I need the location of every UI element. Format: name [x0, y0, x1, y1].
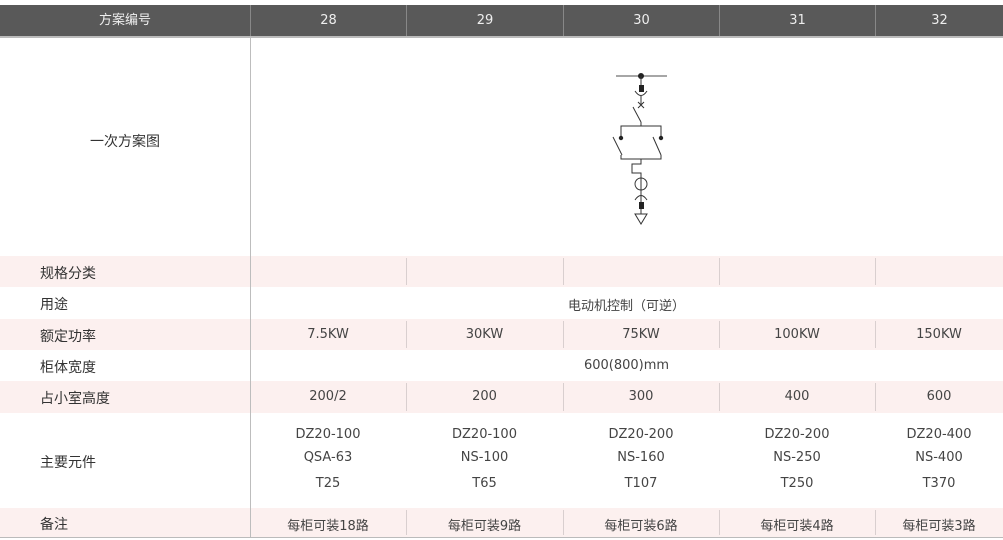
cell-divider: [563, 383, 564, 411]
spanning-cell: 电动机控制（可逆）: [567, 299, 685, 314]
header-col: 31: [719, 5, 875, 36]
cell-divider: [875, 510, 876, 535]
row-label: 用途: [40, 297, 68, 313]
table-cell: 每柜可装4路: [760, 518, 834, 534]
table-row: 额定功率 7.5KW 30KW 75KW 100KW 150KW: [0, 319, 1003, 350]
cell-divider: [406, 258, 407, 285]
component-item: NS-100: [460, 450, 509, 465]
disconnect-switch: [632, 106, 642, 123]
table-row: 备注 每柜可装18路 每柜可装9路 每柜可装6路 每柜可装4路 每柜可装3路: [0, 508, 1003, 537]
cell-divider: [406, 321, 407, 348]
component-item: NS-250: [773, 450, 821, 465]
cell-divider: [875, 383, 876, 411]
row-label: 占小室高度: [40, 391, 110, 407]
row-label: 规格分类: [40, 265, 96, 282]
contactor-right: [652, 136, 662, 156]
single-line-diagram: [612, 73, 667, 225]
row-label: 柜体宽度: [40, 359, 96, 376]
table-cell: 7.5KW: [307, 326, 349, 342]
header-col: 30: [563, 5, 719, 36]
table-cell: 600: [926, 389, 952, 404]
cell-divider: [719, 258, 720, 285]
breaker-x-icon: [637, 101, 645, 109]
table-row: 占小室高度 200/2 200 300 400 600: [0, 381, 1003, 413]
table-cell: 每柜可装6路: [604, 518, 678, 534]
cell-divider: [406, 510, 407, 535]
cell-divider: [719, 510, 720, 535]
header-col: 29: [406, 5, 563, 36]
cell-divider: [406, 383, 407, 411]
cell-divider: [563, 321, 564, 348]
table-row: 柜体宽度 600(800)mm: [0, 350, 1003, 381]
spanning-cell: 600(800)mm: [583, 357, 670, 373]
row-label: 额定功率: [40, 328, 96, 345]
component-item: QSA-63: [303, 450, 353, 465]
table-cell: 75KW: [622, 326, 660, 342]
table-row: 主要元件 DZ20-100 QSA-63 T25 DZ20-100 NS-100 T65 DZ…: [0, 413, 1003, 508]
table-cell: 200/2: [309, 389, 347, 404]
cell-divider: [875, 258, 876, 285]
header-col: 32: [875, 5, 1003, 36]
table-cell: 每柜可装9路: [447, 518, 522, 534]
cell-divider: [719, 321, 720, 348]
component-item: DZ20-100: [452, 427, 517, 442]
table-cell: 300: [628, 389, 654, 404]
cell-divider: [563, 258, 564, 285]
table-bottom-border: [0, 537, 1003, 538]
table-cell: 每柜可装18路: [287, 518, 369, 534]
table-cell: 100KW: [774, 326, 820, 342]
table-header: 方案编号 28 29 30 31 32: [0, 5, 1003, 38]
table-row: 规格分类: [0, 256, 1003, 287]
component-item: NS-400: [915, 450, 963, 465]
component-item: T65: [472, 476, 497, 491]
table-cell: 每柜可装3路: [902, 518, 976, 534]
cell-divider: [563, 510, 564, 535]
header-scheme-number: 方案编号: [98, 13, 151, 28]
cell-divider: [719, 383, 720, 411]
component-item: DZ20-100: [295, 427, 361, 442]
table-cell: 150KW: [916, 326, 962, 342]
row-label: 备注: [40, 516, 68, 533]
component-item: DZ20-200: [608, 427, 674, 442]
table-cell: 400: [784, 389, 810, 404]
cable-outlet-icon: [634, 213, 648, 225]
header-col: 28: [250, 5, 406, 36]
thermal-relay-icon: [631, 159, 642, 178]
table-cell: 200: [472, 389, 497, 404]
column-divider: [250, 36, 251, 538]
fuse-icon: [639, 85, 644, 92]
component-item: T370: [922, 476, 956, 491]
component-item: DZ20-200: [764, 427, 830, 442]
table-row: 用途 电动机控制（可逆）: [0, 287, 1003, 319]
row-label: 一次方案图: [90, 134, 160, 150]
component-item: T25: [315, 476, 341, 491]
component-item: NS-160: [617, 450, 665, 465]
component-item: DZ20-400: [906, 427, 972, 442]
diagram-row: 一次方案图: [0, 38, 1003, 253]
row-label: 主要元件: [40, 454, 96, 471]
cell-divider: [875, 321, 876, 348]
contactor-left: [612, 136, 623, 156]
component-item: T107: [624, 476, 658, 491]
component-item: T250: [780, 476, 814, 491]
table-cell: 30KW: [465, 326, 504, 342]
